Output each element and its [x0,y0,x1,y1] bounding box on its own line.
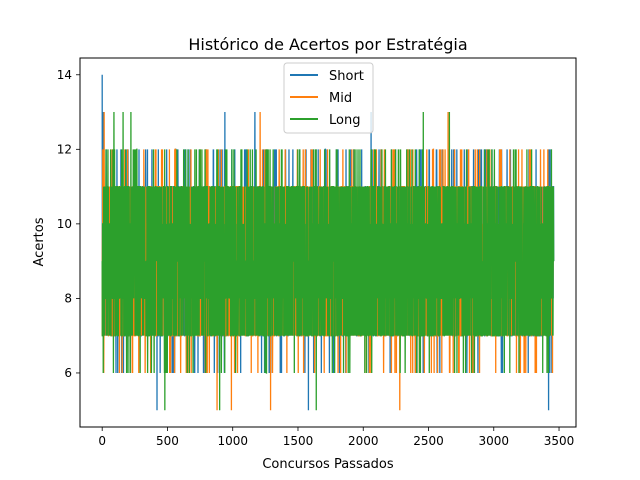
x-tick-label: 3000 [478,434,509,448]
x-tick-label: 500 [156,434,179,448]
x-tick-label: 2500 [413,434,444,448]
x-tick-label: 3500 [544,434,575,448]
y-axis-label: Acertos [32,217,47,266]
series-layer [101,74,555,411]
y-tick-label: 12 [57,142,72,156]
x-tick-label: 2000 [348,434,379,448]
x-axis-label: Concursos Passados [262,457,394,472]
legend-label-long: Long [329,113,360,128]
x-tick-label: 1500 [283,434,314,448]
plot-frame [79,57,577,428]
legend: Short Mid Long [283,62,374,134]
legend-label-short: Short [329,69,364,84]
y-tick-label: 14 [57,68,72,82]
y-axis: 6 8 10 12 14 [57,68,80,380]
legend-box [283,62,374,134]
legend-label-mid: Mid [329,91,352,106]
x-tick-label: 1000 [217,434,248,448]
x-tick-label: 0 [98,434,106,448]
y-tick-label: 6 [64,366,72,380]
chart-title: Histórico de Acertos por Estratégia [188,35,467,54]
y-tick-label: 8 [64,291,72,305]
series-line-long [101,112,555,411]
y-tick-label: 10 [57,217,72,231]
x-axis: 0 500 1000 1500 2000 2500 3000 3500 [98,427,574,448]
